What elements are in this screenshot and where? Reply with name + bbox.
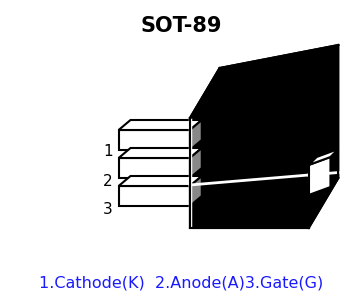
Polygon shape <box>190 95 309 228</box>
Text: 3: 3 <box>103 202 113 216</box>
Polygon shape <box>119 176 202 186</box>
Polygon shape <box>190 45 338 118</box>
Polygon shape <box>119 120 202 130</box>
Polygon shape <box>190 120 202 150</box>
Polygon shape <box>309 157 331 195</box>
Polygon shape <box>190 148 202 178</box>
Text: 1.Cathode(K)  2.Anode(A)3.Gate(G): 1.Cathode(K) 2.Anode(A)3.Gate(G) <box>39 275 323 290</box>
Polygon shape <box>119 158 190 178</box>
Text: 2: 2 <box>103 174 113 188</box>
Polygon shape <box>119 186 190 206</box>
Polygon shape <box>119 148 202 158</box>
Text: 1: 1 <box>103 144 113 160</box>
Polygon shape <box>309 149 338 165</box>
Polygon shape <box>190 176 202 206</box>
Text: SOT-89: SOT-89 <box>140 16 222 36</box>
Polygon shape <box>119 130 190 150</box>
Polygon shape <box>309 45 338 228</box>
